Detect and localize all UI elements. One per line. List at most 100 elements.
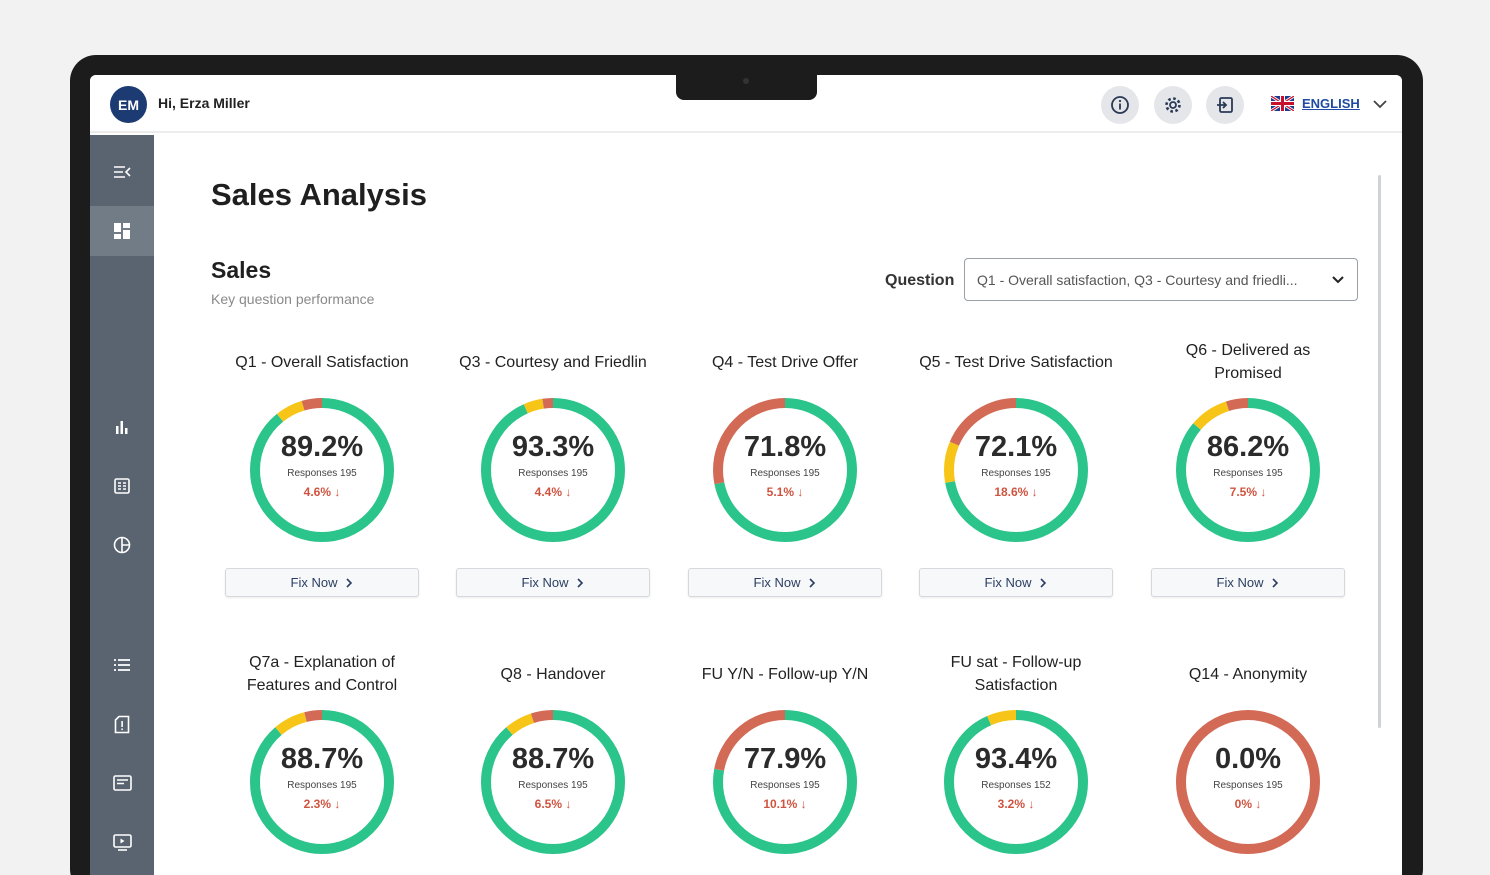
main-content: Sales Analysis Sales Key question perfor… [154, 135, 1402, 875]
score-delta: 2.3% ↓ [303, 797, 341, 811]
response-count: Responses 195 [287, 780, 357, 791]
score-percent: 86.2% [1206, 431, 1290, 463]
red-segment [481, 398, 625, 542]
score-donut [250, 710, 394, 854]
score-donut [1176, 398, 1320, 542]
score-donut [250, 398, 394, 542]
sidebar-collapse[interactable] [90, 147, 154, 197]
donut-center: 77.9% Responses 195 10.1% ↓ [708, 705, 862, 859]
score-delta: 10.1% ↓ [763, 797, 807, 811]
red-segment [1176, 398, 1320, 542]
video-icon [112, 833, 132, 851]
info-icon [1111, 96, 1129, 114]
page-title: Sales Analysis [211, 177, 427, 212]
dashboard-icon [114, 223, 130, 239]
score-percent: 0.0% [1214, 743, 1282, 775]
score-percent: 71.8% [743, 431, 827, 463]
message-icon [112, 775, 132, 791]
score-delta: 0% ↓ [1234, 797, 1262, 811]
score-percent: 77.9% [743, 743, 827, 775]
fix-now-button[interactable]: Fix Now [919, 568, 1113, 597]
score-percent: 89.2% [280, 431, 364, 463]
response-count: Responses 195 [981, 468, 1051, 479]
red-segment [481, 710, 625, 854]
collapse-menu-icon [114, 166, 131, 178]
red-segment [250, 398, 394, 542]
score-delta: 4.6% ↓ [303, 485, 341, 499]
red-segment [713, 710, 857, 854]
score-percent: 93.3% [511, 431, 595, 463]
score-donut [713, 398, 857, 542]
response-count: Responses 195 [750, 468, 820, 479]
card-title: Q6 - Delivered as Promised [1185, 342, 1311, 382]
logout-icon [1217, 97, 1233, 113]
red-segment [713, 398, 857, 542]
fix-now-button[interactable]: Fix Now [1151, 568, 1345, 597]
donut-center: 86.2% Responses 195 7.5% ↓ [1171, 393, 1325, 547]
language-label: ENGLISH [1302, 96, 1360, 111]
camera-notch [676, 75, 817, 100]
logout-button[interactable] [1206, 86, 1244, 124]
fix-now-label: Fix Now [521, 575, 569, 590]
score-delta: 6.5% ↓ [534, 797, 572, 811]
fix-now-label: Fix Now [753, 575, 801, 590]
fix-now-button[interactable]: Fix Now [456, 568, 650, 597]
question-select[interactable]: Q1 - Overall satisfaction, Q3 - Courtesy… [964, 258, 1358, 301]
fix-now-label: Fix Now [984, 575, 1032, 590]
report-icon [114, 478, 130, 494]
response-count: Responses 195 [518, 468, 588, 479]
sidebar-item-reports[interactable] [90, 461, 154, 511]
chevron-down-icon [1332, 276, 1344, 284]
avatar[interactable]: EM [110, 86, 147, 123]
yellow-segment [944, 710, 1088, 854]
score-percent: 72.1% [974, 431, 1058, 463]
scrollbar[interactable] [1378, 175, 1381, 728]
red-segment [1176, 710, 1320, 854]
chevron-right-icon [1040, 577, 1047, 588]
donut-center: 88.7% Responses 195 2.3% ↓ [245, 705, 399, 859]
section-subtitle: Key question performance [211, 291, 375, 307]
card-title: FU sat - Follow-up Satisfaction [950, 654, 1082, 694]
sidebar [90, 135, 154, 875]
chevron-down-icon [1373, 99, 1387, 108]
chevron-right-icon [346, 577, 353, 588]
fix-now-button[interactable]: Fix Now [225, 568, 419, 597]
sidebar-item-alerts[interactable] [90, 699, 154, 749]
sidebar-item-media[interactable] [90, 817, 154, 867]
score-delta: 4.4% ↓ [534, 485, 572, 499]
score-delta: 7.5% ↓ [1229, 485, 1267, 499]
fix-now-label: Fix Now [290, 575, 338, 590]
score-delta: 5.1% ↓ [766, 485, 804, 499]
response-count: Responses 152 [981, 780, 1051, 791]
card-title: Q3 - Courtesy and Friedlin [459, 353, 647, 371]
section-title: Sales [211, 257, 272, 283]
response-count: Responses 195 [287, 468, 357, 479]
card-title: Q1 - Overall Satisfaction [235, 353, 409, 371]
score-delta: 3.2% ↓ [997, 797, 1035, 811]
chevron-right-icon [809, 577, 816, 588]
score-percent: 88.7% [280, 743, 364, 775]
camera-dot [743, 78, 749, 84]
score-donut [713, 710, 857, 854]
response-count: Responses 195 [1213, 468, 1283, 479]
red-segment [250, 710, 394, 854]
settings-button[interactable] [1154, 86, 1192, 124]
sidebar-item-breakdown[interactable] [90, 520, 154, 570]
score-donut [1176, 710, 1320, 854]
response-count: Responses 195 [518, 780, 588, 791]
card-title: Q4 - Test Drive Offer [711, 353, 859, 371]
sidebar-item-list[interactable] [90, 640, 154, 690]
score-delta: 18.6% ↓ [994, 485, 1038, 499]
yellow-segment [944, 398, 1088, 542]
sidebar-item-analytics[interactable] [90, 402, 154, 452]
score-donut [481, 398, 625, 542]
fix-now-button[interactable]: Fix Now [688, 568, 882, 597]
language-selector[interactable]: ENGLISH [1271, 96, 1388, 111]
sidebar-item-messages[interactable] [90, 758, 154, 808]
sidebar-item-dashboard[interactable] [90, 206, 154, 256]
info-button[interactable] [1101, 86, 1139, 124]
settings-icon [1165, 97, 1181, 113]
chevron-right-icon [1272, 577, 1279, 588]
donut-center: 93.3% Responses 195 4.4% ↓ [476, 393, 630, 547]
donut-center: 71.8% Responses 195 5.1% ↓ [708, 393, 862, 547]
